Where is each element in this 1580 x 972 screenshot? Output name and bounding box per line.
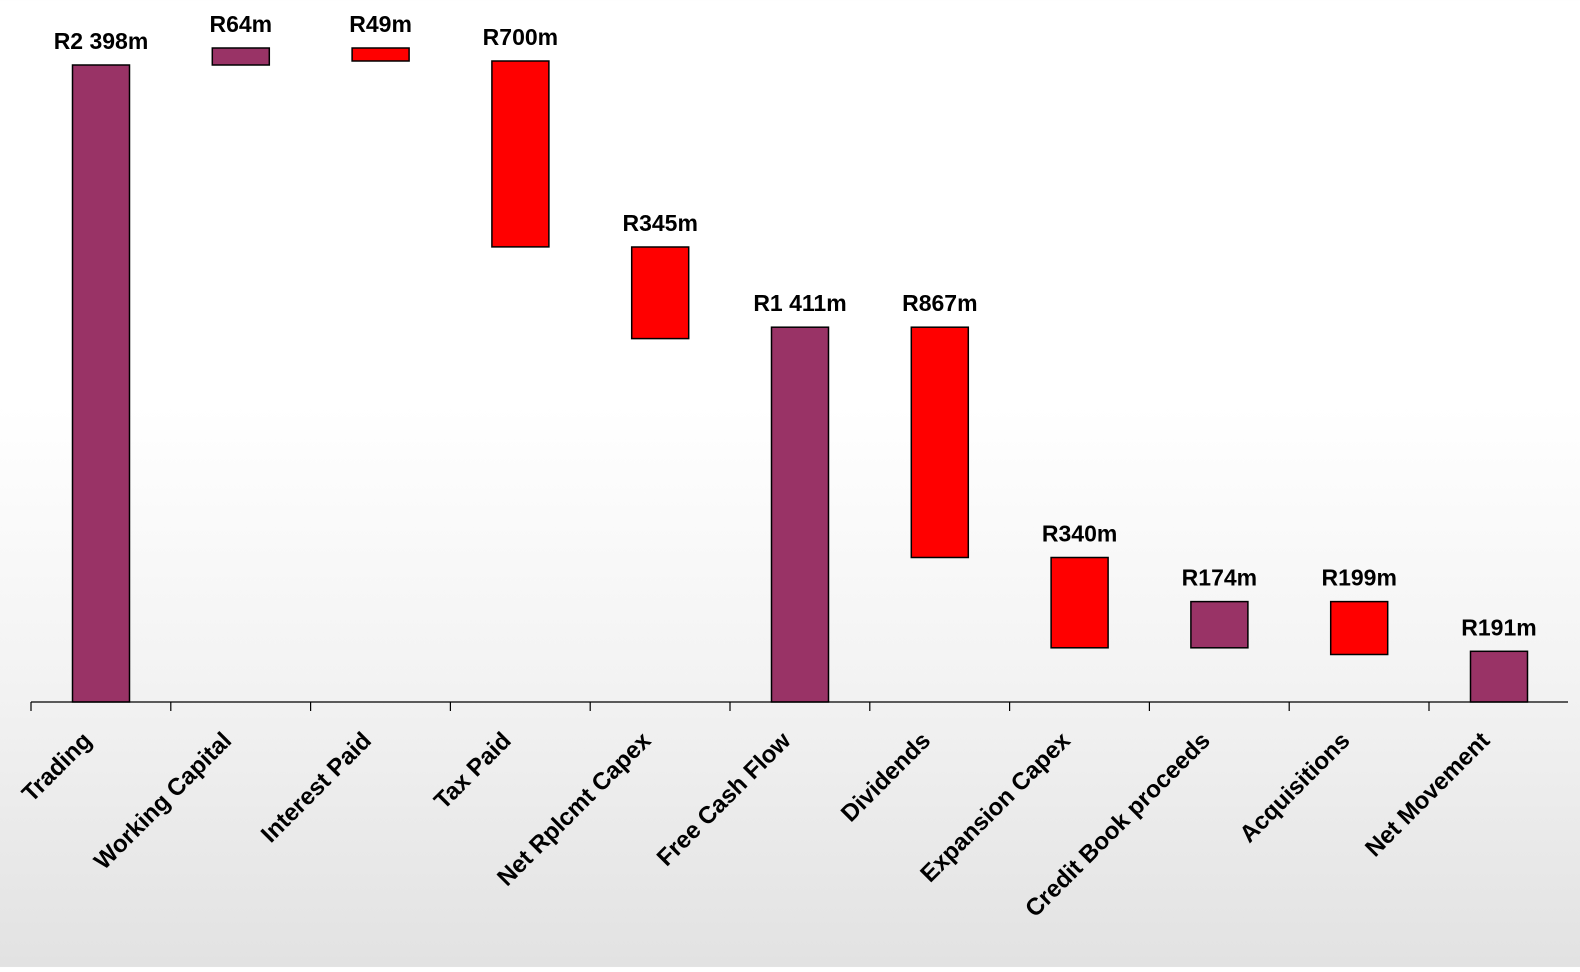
value-label: R49m [349,11,412,37]
bar-tax-paid [491,60,550,248]
bar-working-capital [211,47,271,66]
value-label: R345m [622,210,697,236]
bar-net-movement [1469,650,1529,703]
category-label: Tax Paid [429,727,517,815]
bar-dividends [910,326,970,559]
value-label: R1 411m [753,290,846,316]
bar-acquisitions [1329,600,1389,656]
value-label: R2 398m [54,28,149,54]
bars-layer [71,47,1529,703]
category-label: Acquisitions [1235,727,1356,848]
value-label: R700m [483,24,558,50]
value-labels: R2 398m R64m R49m R700m R345m R1 411m R867m R34… [54,11,1537,640]
category-label: Net Rplcmt Capex [492,727,657,892]
bar-net-rplcmt-capex [630,246,690,340]
value-label: R174m [1182,565,1257,591]
category-label: Interest Paid [256,727,377,848]
category-label: Net Movement [1360,727,1495,862]
value-label: R199m [1321,565,1396,591]
bar-credit-book-proceeds [1190,600,1249,649]
x-axis [30,701,1568,711]
category-label: Working Capital [89,727,237,875]
bar-trading [71,64,131,703]
category-label: Trading [17,727,97,807]
category-label: Free Cash Flow [652,727,797,872]
bar-free-cash-flow [770,326,830,703]
bar-interest-paid [351,47,410,62]
value-label: R191m [1461,614,1536,640]
value-label: R340m [1042,521,1117,547]
value-label: R867m [902,290,977,316]
category-label: Dividends [836,727,936,827]
value-label: R64m [209,11,272,37]
bar-expansion-capex [1050,556,1109,649]
category-label: Expansion Capex [915,727,1076,888]
